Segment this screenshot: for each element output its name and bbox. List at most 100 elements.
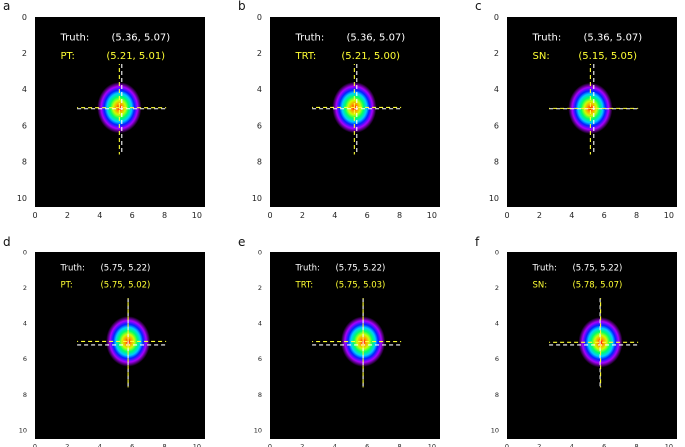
y-tick-label: 6 (257, 121, 262, 130)
y-tick-label: 0 (257, 13, 262, 22)
y-tick-label: 8 (22, 158, 27, 167)
x-tick-label: 8 (634, 211, 639, 220)
method-value: (5.75, 5.02) (100, 281, 150, 291)
truth-label: Truth: (60, 263, 85, 273)
y-tick-label: 6 (495, 355, 499, 363)
y-tick-label: 6 (258, 355, 262, 363)
x-tick-label: 8 (162, 443, 166, 447)
truth-label: Truth: (295, 263, 320, 273)
x-tick-label: 6 (602, 211, 607, 220)
y-tick-label: 8 (23, 391, 27, 399)
panel-b: b Truth: (5.36, 5.07) TRT: (5.21, 5.00) 0 2 4 6 8… (238, 0, 440, 220)
method-label: SN: (533, 281, 548, 291)
x-tick-label: 0 (267, 211, 272, 220)
y-tick-label: 0 (495, 248, 499, 256)
x-tick-label: 10 (428, 443, 436, 447)
x-tick-label: 2 (300, 211, 305, 220)
x-tick-label: 10 (192, 211, 202, 220)
x-tick-label: 10 (427, 211, 437, 220)
y-tick-label: 6 (494, 121, 499, 130)
y-tick-label: 10 (254, 426, 262, 434)
x-tick-label: 4 (569, 211, 574, 220)
panel-a: a Truth: (5.36, 5.07) PT: (5.21, 5.01) 0 2 4 6 8 1… (3, 0, 205, 220)
y-tick-label: 4 (257, 85, 262, 94)
x-tick-label: 10 (664, 211, 674, 220)
y-tick-label: 4 (23, 320, 27, 328)
y-tick-label: 10 (491, 426, 499, 434)
method-value: (5.15, 5.05) (578, 51, 637, 62)
panel-letter: b (238, 0, 246, 13)
x-tick-label: 6 (130, 211, 135, 220)
y-tick-label: 10 (489, 194, 499, 203)
x-tick-label: 2 (537, 443, 541, 447)
x-tick-label: 4 (97, 211, 102, 220)
panel-letter: d (3, 235, 11, 249)
x-tick-label: 10 (193, 443, 201, 447)
method-value: (5.75, 5.03) (335, 281, 385, 291)
panel-f: f Truth: (5.75, 5.22) SN: (5.78, 5.07) 0 2 4 6 8 1… (475, 235, 677, 447)
y-tick-label: 10 (17, 194, 27, 203)
x-tick-label: 2 (300, 443, 304, 447)
method-value: (5.21, 5.00) (341, 51, 400, 62)
method-value: (5.21, 5.01) (106, 51, 165, 62)
panel-c: c Truth: (5.36, 5.07) SN: (5.15, 5.05) 0 2 4 6 8 1… (475, 0, 677, 220)
y-tick-label: 0 (258, 248, 262, 256)
x-tick-label: 8 (634, 443, 638, 447)
y-tick-label: 4 (494, 85, 499, 94)
y-tick-label: 8 (494, 158, 499, 167)
x-tick-label: 0 (505, 443, 509, 447)
truth-value: (5.36, 5.07) (347, 32, 406, 43)
y-tick-label: 6 (23, 355, 27, 363)
y-tick-label: 2 (23, 284, 27, 292)
panel-letter: f (475, 235, 480, 249)
method-value: (5.78, 5.07) (572, 281, 622, 291)
y-tick-label: 0 (22, 13, 27, 22)
y-tick-label: 10 (252, 194, 262, 203)
x-tick-label: 0 (33, 443, 37, 447)
x-tick-label: 4 (333, 443, 337, 447)
method-label: PT: (61, 51, 75, 62)
x-tick-label: 6 (602, 443, 606, 447)
truth-label: Truth: (60, 32, 90, 43)
x-tick-label: 8 (397, 443, 401, 447)
y-tick-label: 2 (258, 284, 262, 292)
truth-value: (5.36, 5.07) (112, 32, 171, 43)
x-tick-label: 4 (98, 443, 102, 447)
x-tick-label: 6 (365, 211, 370, 220)
y-tick-label: 4 (258, 320, 262, 328)
method-label: TRT: (295, 51, 317, 62)
y-tick-label: 0 (494, 13, 499, 22)
panel-d: d Truth: (5.75, 5.22) PT: (5.75, 5.02) 0 2 4 6 8 1… (3, 235, 205, 447)
y-tick-label: 2 (495, 284, 499, 292)
panel-letter: e (238, 235, 245, 249)
x-tick-label: 6 (365, 443, 369, 447)
x-tick-label: 6 (130, 443, 134, 447)
panel-letter: a (3, 0, 10, 13)
y-tick-label: 4 (495, 320, 499, 328)
truth-value: (5.75, 5.22) (572, 263, 622, 273)
x-tick-label: 2 (65, 443, 69, 447)
y-tick-label: 2 (257, 49, 262, 58)
method-label: TRT: (295, 281, 314, 291)
x-tick-label: 2 (65, 211, 70, 220)
panel-e: e Truth: (5.75, 5.22) TRT: (5.75, 5.03) 0 2 4 6 8… (238, 235, 440, 447)
truth-label: Truth: (295, 32, 325, 43)
method-label: SN: (533, 51, 550, 62)
y-tick-label: 6 (22, 121, 27, 130)
truth-value: (5.75, 5.22) (100, 263, 150, 273)
y-tick-label: 4 (22, 85, 27, 94)
y-tick-label: 10 (19, 426, 27, 434)
panel-letter: c (475, 0, 482, 13)
truth-value: (5.36, 5.07) (584, 32, 643, 43)
truth-label: Truth: (532, 263, 557, 273)
x-tick-label: 2 (537, 211, 542, 220)
method-label: PT: (61, 281, 73, 291)
x-tick-label: 4 (332, 211, 337, 220)
x-tick-label: 10 (665, 443, 673, 447)
x-tick-label: 0 (32, 211, 37, 220)
y-tick-label: 8 (258, 391, 262, 399)
truth-label: Truth: (532, 32, 562, 43)
y-tick-label: 2 (494, 49, 499, 58)
y-tick-label: 2 (22, 49, 27, 58)
